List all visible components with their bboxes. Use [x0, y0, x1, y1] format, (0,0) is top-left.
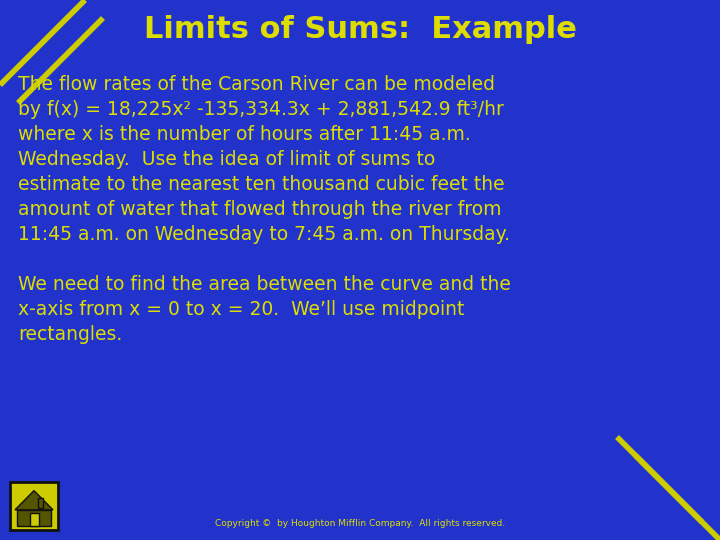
Polygon shape — [15, 491, 53, 510]
Text: Copyright ©  by Houghton Mifflin Company.  All rights reserved.: Copyright © by Houghton Mifflin Company.… — [215, 519, 505, 528]
Text: Limits of Sums:  Example: Limits of Sums: Example — [143, 15, 577, 44]
FancyBboxPatch shape — [10, 482, 58, 530]
Text: The flow rates of the Carson River can be modeled
by f(x) = 18,225x² -135,334.3x: The flow rates of the Carson River can b… — [18, 75, 511, 344]
FancyBboxPatch shape — [30, 513, 38, 526]
FancyBboxPatch shape — [17, 510, 51, 526]
FancyBboxPatch shape — [38, 498, 43, 508]
